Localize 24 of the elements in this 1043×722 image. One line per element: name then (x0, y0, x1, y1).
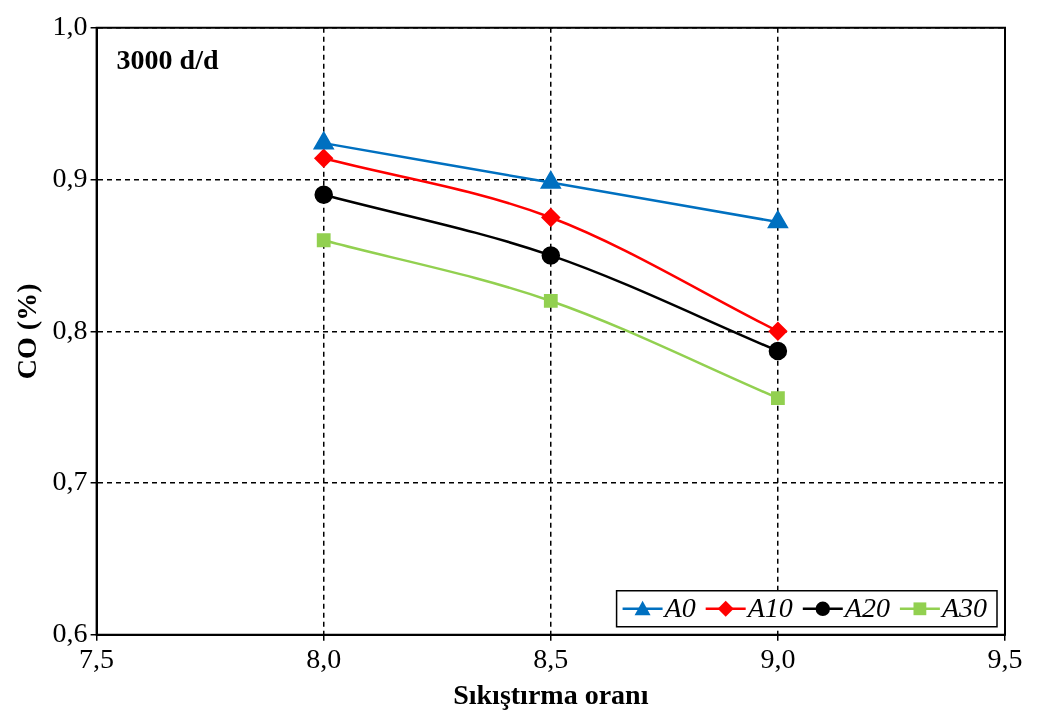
point (314, 185, 333, 204)
legend-label: A0 (662, 592, 696, 624)
point (770, 391, 785, 405)
y-tick-label: 0,7 (52, 465, 88, 497)
x-tick-label: 8,0 (306, 642, 342, 674)
point (316, 233, 331, 248)
point (768, 322, 788, 341)
legend-label: A10 (745, 592, 793, 624)
x-tick-label: 9,0 (760, 642, 796, 674)
legend-label: A20 (842, 592, 890, 624)
point (541, 208, 561, 227)
y-tick-label: 0,8 (52, 313, 88, 345)
legend-label: A30 (939, 592, 988, 624)
x-tick-label: 8,5 (533, 642, 569, 674)
point (541, 246, 561, 265)
y-axis-title: CO (%) (11, 283, 43, 380)
x-tick-label: 9,5 (987, 642, 1023, 674)
point (768, 341, 788, 361)
y-tick-label: 0,9 (52, 161, 88, 193)
x-axis-title: Sıkıştırma oranı (453, 679, 649, 711)
y-tick-label: 1,0 (52, 10, 88, 42)
point (314, 149, 333, 168)
annotation: 3000 d/d (116, 44, 219, 76)
point (543, 294, 558, 308)
